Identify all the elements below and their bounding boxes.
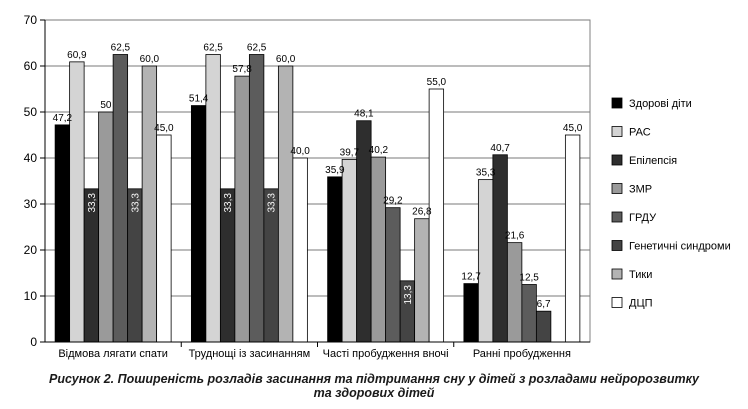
legend-label: ЗМР bbox=[629, 184, 652, 196]
bar-value-label: 6,7 bbox=[537, 299, 551, 310]
bar-value-label: 50 bbox=[100, 100, 112, 111]
y-tick-label: 30 bbox=[24, 197, 38, 211]
bar bbox=[69, 61, 85, 343]
bar-value-label: 48,1 bbox=[354, 109, 374, 120]
y-tick-label: 20 bbox=[24, 243, 38, 257]
bar bbox=[156, 134, 172, 343]
bar-value-label: 47,2 bbox=[53, 113, 73, 124]
y-tick-label: 10 bbox=[24, 289, 38, 303]
bar bbox=[463, 283, 479, 343]
bar-value-label: 26,8 bbox=[412, 207, 432, 218]
y-tick-label: 60 bbox=[24, 59, 38, 73]
bar-value-label: 60,9 bbox=[67, 50, 87, 61]
bar-value-label: 35,9 bbox=[325, 165, 345, 176]
caption-line-1: Рисунок 2. Поширеність розладів засинанн… bbox=[48, 372, 700, 386]
legend-label: ДЦП bbox=[629, 298, 653, 310]
bar bbox=[477, 179, 494, 343]
y-tick-label: 50 bbox=[24, 105, 38, 119]
legend-swatch bbox=[611, 297, 623, 308]
bar bbox=[370, 156, 387, 343]
chart-frame: 0 10 20 30 40 50 60 70 Відмова лягати спати Трудн… bbox=[24, 13, 731, 360]
bar-value-label: 33,3 bbox=[130, 193, 141, 213]
legend-swatch bbox=[611, 211, 623, 223]
bar bbox=[98, 111, 114, 343]
bars-layer bbox=[54, 54, 581, 343]
bar bbox=[492, 154, 508, 343]
bar-chart: 0 10 20 30 40 50 60 70 Відмова лягати спати Трудн… bbox=[24, 13, 731, 360]
bar bbox=[535, 310, 552, 343]
bar-value-label: 45,0 bbox=[154, 123, 174, 134]
legend-label: Генетичні синдроми bbox=[629, 241, 731, 253]
legend-label: Здорові діти bbox=[629, 98, 692, 110]
figure-caption: Рисунок 2. Поширеність розладів засинанн… bbox=[0, 372, 748, 400]
bar-value-label: 12,7 bbox=[461, 272, 481, 283]
bar bbox=[506, 242, 523, 343]
bar-value-label: 62,5 bbox=[247, 43, 267, 54]
bar bbox=[248, 54, 265, 343]
bar-value-label: 13,3 bbox=[403, 285, 414, 305]
bar bbox=[341, 158, 358, 343]
y-tick-label: 70 bbox=[24, 13, 38, 27]
bar bbox=[54, 124, 71, 343]
bar bbox=[414, 218, 430, 343]
caption-line-2: та здорових дітей bbox=[313, 386, 435, 400]
bar bbox=[234, 75, 250, 343]
legend-swatch bbox=[611, 183, 623, 194]
legend-label: Епілепсія bbox=[629, 155, 677, 167]
bar bbox=[292, 157, 308, 343]
bar-value-label: 60,0 bbox=[140, 54, 160, 65]
axis-layer: 0 10 20 30 40 50 60 70 Відмова лягати спати Трудн… bbox=[24, 13, 590, 360]
x-category-label: Часті пробудження вночі bbox=[323, 348, 449, 360]
bar-value-label: 21,6 bbox=[505, 231, 525, 242]
legend-label: Тики bbox=[629, 269, 652, 281]
legend-swatch bbox=[611, 268, 623, 280]
x-category-label: Труднощі із засинанням bbox=[189, 348, 311, 360]
bar-value-label: 35,3 bbox=[476, 168, 496, 179]
bar-value-label: 33,3 bbox=[223, 193, 234, 213]
legend-swatch bbox=[611, 126, 623, 137]
bar bbox=[385, 207, 401, 343]
bar-value-label: 12,5 bbox=[519, 273, 539, 284]
bar-value-label: 40,0 bbox=[290, 146, 310, 157]
value-labels-layer: 47,2 60,9 33,3 50 62,5 33,3 60,0 45,0 51,4 62,5 33… bbox=[53, 43, 583, 311]
bar bbox=[141, 65, 158, 343]
bar-value-label: 45,0 bbox=[563, 123, 583, 134]
bar-value-label: 33,3 bbox=[267, 193, 278, 213]
x-category-label: Відмова лягати спати bbox=[58, 348, 168, 360]
bar-value-label: 57,8 bbox=[232, 64, 252, 75]
bar-value-label: 40,7 bbox=[490, 143, 510, 154]
legend-swatch bbox=[611, 240, 623, 251]
bar bbox=[112, 54, 129, 343]
bar bbox=[564, 134, 581, 343]
legend: Здорові діти РАС Епілепсія ЗМР ГРДУ Генетичні… bbox=[611, 97, 731, 310]
bar bbox=[521, 284, 537, 343]
x-category-label: Ранні пробудження bbox=[473, 348, 571, 360]
legend-label: РАС bbox=[629, 127, 651, 139]
bar-value-label: 40,2 bbox=[369, 145, 389, 156]
bar-value-label: 55,0 bbox=[427, 77, 447, 88]
bar-value-label: 29,2 bbox=[383, 196, 403, 207]
legend-label: ГРДУ bbox=[629, 212, 657, 224]
bar-value-label: 60,0 bbox=[276, 54, 296, 65]
bar bbox=[277, 65, 294, 343]
bar bbox=[327, 176, 343, 343]
legend-swatch bbox=[611, 97, 623, 109]
bar bbox=[190, 105, 207, 343]
bar-value-label: 62,5 bbox=[203, 43, 223, 54]
y-tick-label: 0 bbox=[30, 335, 37, 349]
bar-value-label: 33,3 bbox=[87, 193, 98, 213]
legend-swatch bbox=[611, 154, 623, 166]
y-tick-label: 40 bbox=[24, 151, 38, 165]
bar-value-label: 39,7 bbox=[340, 147, 360, 158]
bar-value-label: 62,5 bbox=[111, 43, 131, 54]
bar-value-label: 51,4 bbox=[189, 94, 209, 105]
